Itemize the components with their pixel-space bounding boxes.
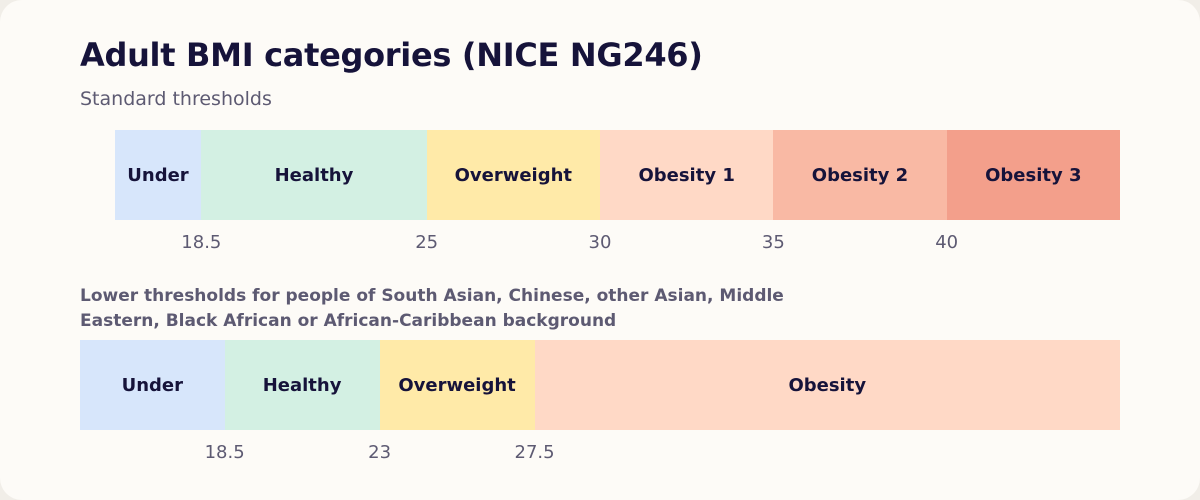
threshold-tick-label: 27.5 (514, 442, 555, 463)
segment-obesity: Obesity (534, 340, 1120, 430)
threshold-tick-label: 23 (368, 442, 392, 463)
chart-title: Adult BMI categories (NICE NG246) (80, 36, 703, 74)
segment-obesity-3: Obesity 3 (946, 130, 1120, 220)
standard-thresholds-bar: Under Healthy Overweight Obesity 1 Obesity 2… (80, 130, 1120, 220)
threshold-tick-label: 30 (588, 232, 612, 253)
segment-healthy: Healthy (201, 130, 427, 220)
segment-overweight: Overweight (426, 130, 600, 220)
segment-under: Under (80, 340, 225, 430)
threshold-tick-label: 25 (415, 232, 439, 253)
threshold-tick-label: 40 (935, 232, 959, 253)
threshold-tick-label: 18.5 (181, 232, 222, 253)
segment-under: Under (114, 130, 202, 220)
segment-obesity-2: Obesity 2 (773, 130, 947, 220)
segment-overweight: Overweight (379, 340, 535, 430)
lower-thresholds-bar: Under Healthy Overweight Obesity (80, 340, 1120, 430)
threshold-tick-label: 18.5 (204, 442, 245, 463)
threshold-tick-label: 35 (761, 232, 785, 253)
segment-obesity-1: Obesity 1 (600, 130, 774, 220)
lower-thresholds-caption: Lower thresholds for people of South Asi… (80, 286, 784, 331)
standard-threshold-ticks: 18.5 25 30 35 40 (80, 232, 1120, 262)
lower-threshold-ticks: 18.5 23 27.5 (80, 442, 1120, 472)
segment-healthy: Healthy (224, 340, 380, 430)
chart-subtitle: Standard thresholds (80, 88, 272, 110)
